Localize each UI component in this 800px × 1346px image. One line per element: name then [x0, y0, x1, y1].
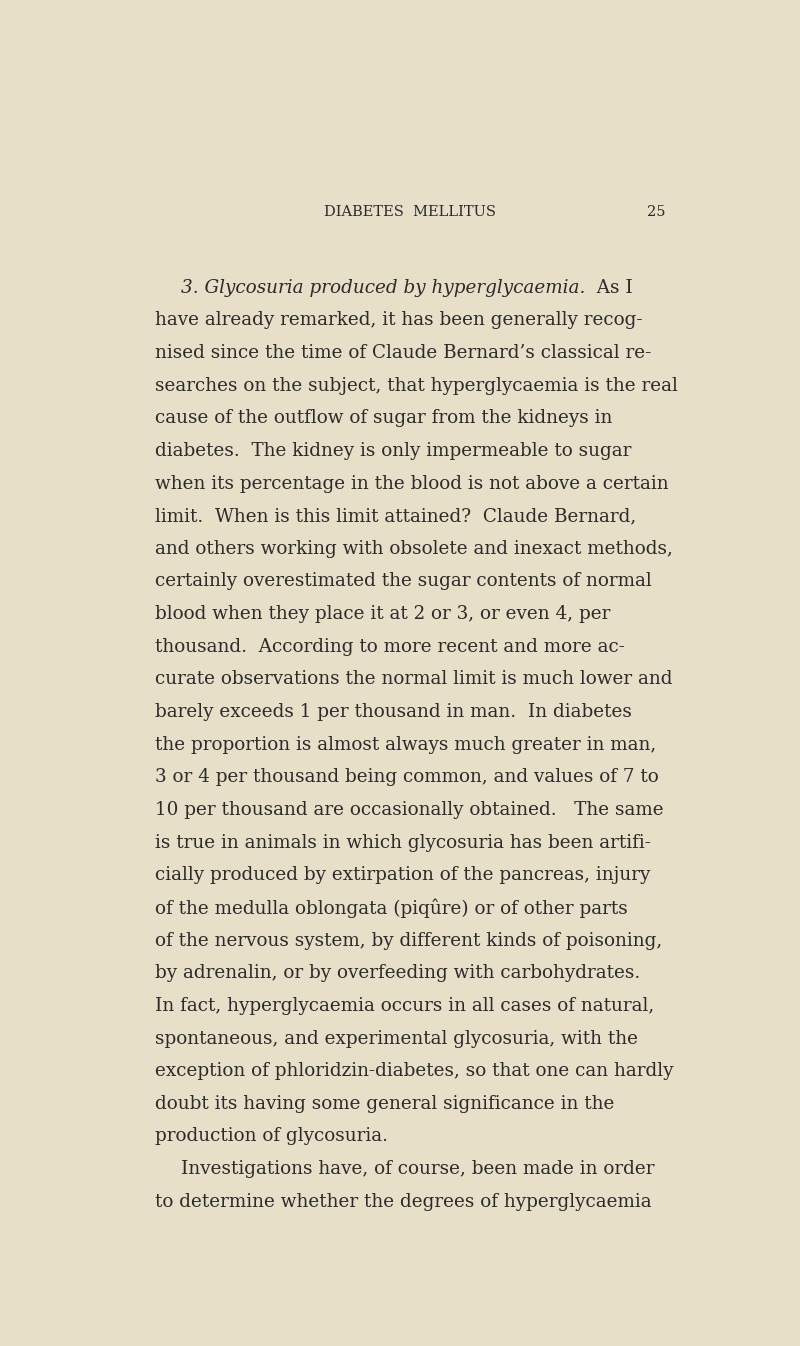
Text: As I: As I — [585, 279, 633, 296]
Text: of the medulla oblongata (piqûre) or of other parts: of the medulla oblongata (piqûre) or of … — [154, 899, 627, 918]
Text: doubt its having some general significance in the: doubt its having some general significan… — [154, 1094, 614, 1113]
Text: searches on the subject, that hyperglycaemia is the real: searches on the subject, that hyperglyca… — [154, 377, 678, 394]
Text: is true in animals in which glycosuria has been artifi-: is true in animals in which glycosuria h… — [154, 833, 650, 852]
Text: the proportion is almost always much greater in man,: the proportion is almost always much gre… — [154, 736, 656, 754]
Text: DIABETES  MELLITUS: DIABETES MELLITUS — [324, 205, 496, 219]
Text: certainly overestimated the sugar contents of normal: certainly overestimated the sugar conten… — [154, 572, 651, 591]
Text: barely exceeds 1 per thousand in man.  In diabetes: barely exceeds 1 per thousand in man. In… — [154, 703, 631, 721]
Text: cause of the outflow of sugar from the kidneys in: cause of the outflow of sugar from the k… — [154, 409, 612, 427]
Text: diabetes.  The kidney is only impermeable to sugar: diabetes. The kidney is only impermeable… — [154, 441, 631, 460]
Text: curate observations the normal limit is much lower and: curate observations the normal limit is … — [154, 670, 672, 688]
Text: limit.  When is this limit attained?  Claude Bernard,: limit. When is this limit attained? Clau… — [154, 507, 636, 525]
Text: 10 per thousand are occasionally obtained.   The same: 10 per thousand are occasionally obtaine… — [154, 801, 663, 818]
Text: exception of phloridzin-diabetes, so that one can hardly: exception of phloridzin-diabetes, so tha… — [154, 1062, 673, 1081]
Text: In fact, hyperglycaemia occurs in all cases of natural,: In fact, hyperglycaemia occurs in all ca… — [154, 997, 654, 1015]
Text: 3. Glycosuria produced by hyperglycaemia.: 3. Glycosuria produced by hyperglycaemia… — [181, 279, 585, 296]
Text: Investigations have, of course, been made in order: Investigations have, of course, been mad… — [181, 1160, 654, 1178]
Text: spontaneous, and experimental glycosuria, with the: spontaneous, and experimental glycosuria… — [154, 1030, 638, 1047]
Text: to determine whether the degrees of hyperglycaemia: to determine whether the degrees of hype… — [154, 1193, 651, 1211]
Text: have already remarked, it has been generally recog-: have already remarked, it has been gener… — [154, 311, 642, 330]
Text: 3 or 4 per thousand being common, and values of 7 to: 3 or 4 per thousand being common, and va… — [154, 769, 658, 786]
Text: and others working with obsolete and inexact methods,: and others working with obsolete and ine… — [154, 540, 673, 557]
Text: production of glycosuria.: production of glycosuria. — [154, 1128, 387, 1145]
Text: cially produced by extirpation of the pancreas, injury: cially produced by extirpation of the pa… — [154, 867, 650, 884]
Text: nised since the time of Claude Bernard’s classical re-: nised since the time of Claude Bernard’s… — [154, 345, 651, 362]
Text: 25: 25 — [647, 205, 666, 219]
Text: blood when they place it at 2 or 3, or even 4, per: blood when they place it at 2 or 3, or e… — [154, 606, 610, 623]
Text: by adrenalin, or by overfeeding with carbohydrates.: by adrenalin, or by overfeeding with car… — [154, 964, 640, 983]
Text: when its percentage in the blood is not above a certain: when its percentage in the blood is not … — [154, 475, 668, 493]
Text: thousand.  According to more recent and more ac-: thousand. According to more recent and m… — [154, 638, 625, 656]
Text: of the nervous system, by different kinds of poisoning,: of the nervous system, by different kind… — [154, 931, 662, 949]
